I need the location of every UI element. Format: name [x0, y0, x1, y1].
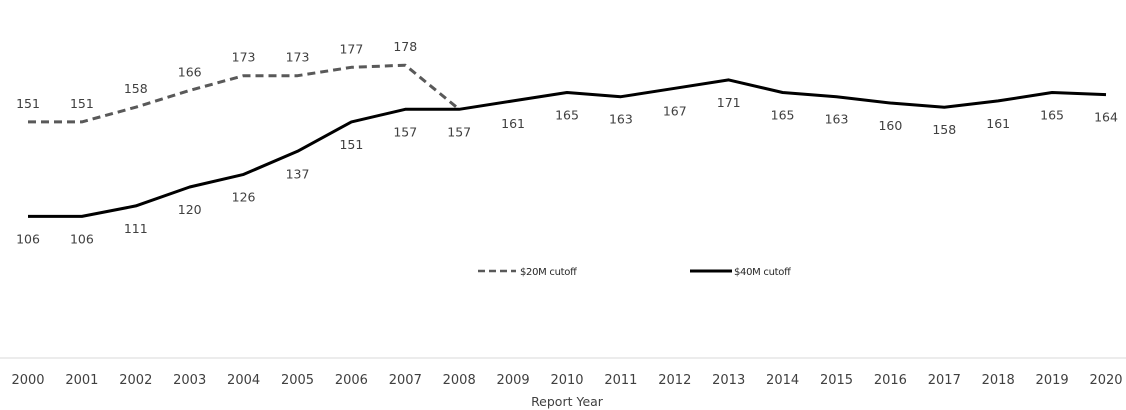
legend-item-20m: $20M cutoff	[478, 267, 578, 278]
x-tick-label: 2016	[874, 373, 907, 388]
data-label-20m: 151	[16, 96, 40, 111]
x-tick-label: 2015	[820, 373, 853, 388]
x-tick-label: 2009	[497, 373, 530, 388]
x-tick-label: 2013	[712, 373, 745, 388]
data-label-40m: 165	[1040, 108, 1064, 123]
data-label-40m: 137	[286, 166, 310, 181]
data-label-40m: 106	[70, 231, 94, 246]
data-label-40m: 151	[339, 137, 363, 152]
data-label-40m: 163	[825, 112, 849, 127]
data-label-20m: 151	[70, 96, 94, 111]
x-tick-label: 2007	[389, 373, 422, 388]
data-label-40m: 120	[178, 202, 202, 217]
data-label-20m: 173	[286, 50, 310, 65]
x-tick-label: 2011	[604, 373, 637, 388]
data-label-40m: 161	[501, 116, 525, 131]
x-tick-label: 2004	[227, 373, 260, 388]
x-tick-label: 2002	[119, 373, 152, 388]
data-label-40m: 161	[986, 116, 1010, 131]
data-label-20m: 166	[178, 64, 202, 79]
legend-label-20m: $20M cutoff	[520, 267, 577, 278]
data-label-40m: 165	[771, 108, 795, 123]
data-label-40m: 160	[878, 118, 902, 133]
x-tick-label: 2008	[443, 373, 476, 388]
data-label-40m: 126	[232, 189, 256, 204]
series-line-20m	[28, 63, 461, 124]
data-label-20m: 177	[339, 41, 363, 56]
x-tick-label: 2012	[658, 373, 691, 388]
legend-label-40m: $40M cutoff	[734, 267, 791, 278]
x-tick-label: 2019	[1036, 373, 1069, 388]
data-label-40m: 111	[124, 221, 148, 236]
x-tick-label: 2000	[11, 373, 44, 388]
x-tick-label: 2014	[766, 373, 799, 388]
legend-item-40m: $40M cutoff	[690, 267, 792, 278]
data-label-40m: 165	[555, 108, 579, 123]
x-tick-label: 2003	[173, 373, 206, 388]
data-label-20m: 173	[232, 50, 256, 65]
x-tick-label: 2020	[1089, 373, 1122, 388]
data-label-20m: 158	[124, 81, 148, 96]
data-label-40m: 158	[932, 122, 956, 137]
data-label-40m: 167	[663, 103, 687, 118]
data-label-40m: 171	[717, 95, 741, 110]
data-label-40m: 106	[16, 231, 40, 246]
x-tick-label: 2018	[982, 373, 1015, 388]
data-label-40m: 163	[609, 112, 633, 127]
x-tick-label: 2001	[65, 373, 98, 388]
x-axis-title: Report Year	[531, 394, 604, 409]
x-tick-label: 2010	[550, 373, 583, 388]
series-layer	[28, 63, 1107, 218]
x-tick-label: 2005	[281, 373, 314, 388]
data-label-layer: 151 151 158 166 173 173 177 178 106 106 111 120 126 1…	[16, 39, 1118, 246]
x-tick-layer: 2000 2001 2002 2003 2004 2005 2006 2007 2008 2009…	[11, 373, 1122, 388]
legend: $20M cutoff $40M cutoff	[478, 267, 792, 278]
x-tick-label: 2006	[335, 373, 368, 388]
data-label-40m: 157	[393, 124, 417, 139]
data-label-20m: 178	[393, 39, 417, 54]
series-line-40m	[28, 78, 1107, 218]
x-tick-label: 2017	[928, 373, 961, 388]
data-label-40m: 164	[1094, 110, 1118, 125]
data-label-40m: 157	[447, 124, 471, 139]
